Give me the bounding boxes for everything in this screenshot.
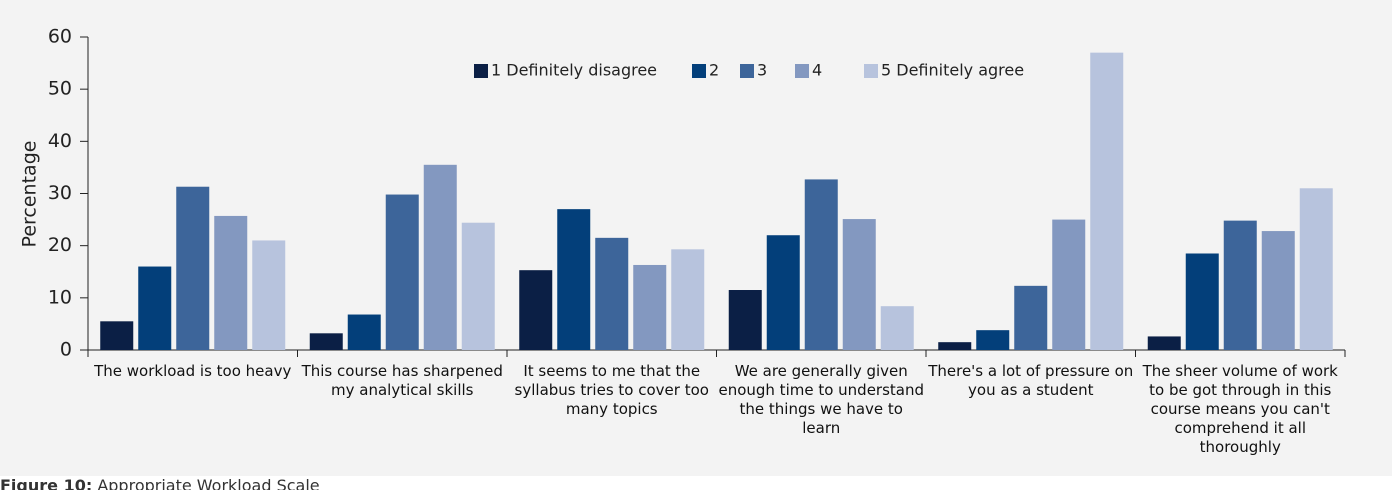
bar (728, 290, 762, 350)
legend-label: 1 Definitely disagree (491, 61, 657, 80)
x-tick-label: There's a lot of pressure on you as a st… (928, 362, 1134, 399)
legend-swatch (864, 64, 878, 78)
bar (138, 266, 172, 350)
bar (347, 314, 381, 350)
x-tick-label: We are generally given enough time to un… (718, 362, 925, 437)
caption: Figure 10: Appropriate Workload Scale (0, 476, 320, 490)
legend-label: 5 Definitely agree (881, 61, 1024, 80)
bar (309, 333, 343, 350)
x-tick-label: This course has sharpened my analytical … (301, 362, 503, 399)
bar (842, 219, 876, 350)
bar (1090, 52, 1124, 351)
y-axis-label: Percentage (19, 141, 41, 248)
bar (976, 330, 1010, 350)
bar (214, 215, 248, 350)
y-tick-label: 40 (48, 130, 72, 152)
bar (1014, 285, 1048, 350)
bar (423, 164, 457, 350)
bar (1147, 336, 1181, 350)
bar (557, 209, 591, 350)
bar (176, 186, 210, 350)
legend-swatch (692, 64, 706, 78)
bar (633, 264, 667, 350)
bar (1052, 219, 1086, 350)
caption-label: Figure 10: (0, 476, 93, 490)
bar (252, 240, 286, 350)
bar (100, 321, 134, 350)
y-tick-label: 60 (48, 26, 72, 48)
y-tick-label: 10 (48, 286, 72, 308)
y-tick-label: 30 (48, 182, 72, 204)
y-tick-label: 0 (60, 339, 72, 361)
x-tick-label: It seems to me that the syllabus tries t… (514, 362, 709, 418)
legend-swatch (795, 64, 809, 78)
bar (1261, 231, 1295, 350)
y-tick-label: 50 (48, 78, 72, 100)
bar (1299, 188, 1333, 350)
bar (671, 249, 705, 350)
bar (938, 342, 972, 350)
bar (1185, 253, 1219, 350)
x-tick-label: The sheer volume of work to be got throu… (1142, 362, 1338, 456)
bar (595, 237, 629, 350)
bar (461, 222, 495, 350)
legend-swatch (740, 64, 754, 78)
x-tick-label: The workload is too heavy (94, 362, 292, 380)
caption-text: Appropriate Workload Scale (97, 476, 320, 490)
y-tick-label: 20 (48, 234, 72, 256)
bar (385, 194, 419, 350)
legend-swatch (474, 64, 488, 78)
legend-label: 2 (709, 61, 719, 80)
bar (519, 270, 553, 350)
bar (804, 179, 838, 350)
bar (1223, 220, 1257, 350)
legend-label: 4 (812, 61, 822, 80)
bar (880, 306, 914, 350)
bar (766, 235, 800, 350)
legend-label: 3 (757, 61, 767, 80)
